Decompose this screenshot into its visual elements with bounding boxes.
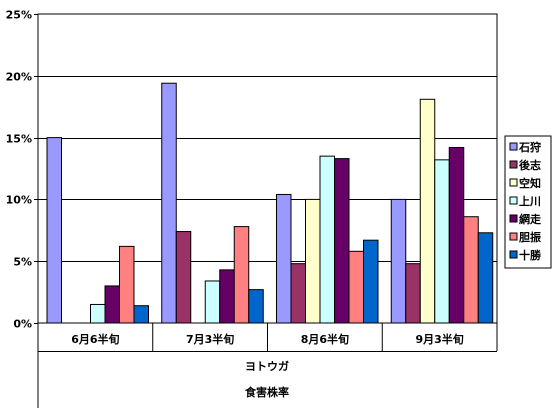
bar <box>161 82 177 324</box>
y-tick-label: 25% <box>6 9 32 22</box>
legend-swatch <box>509 160 518 169</box>
bar <box>46 137 62 324</box>
bar <box>119 245 135 324</box>
category-label: 6月6半旬 <box>71 332 119 346</box>
y-tick-label: 20% <box>6 71 32 84</box>
y-tick-label: 10% <box>6 194 32 207</box>
bar <box>248 289 264 324</box>
legend-label: 石狩 <box>518 140 541 154</box>
bar <box>477 232 494 324</box>
bar <box>290 263 306 324</box>
bar <box>305 198 321 324</box>
bar <box>319 155 335 324</box>
legend-label: 空知 <box>519 176 541 190</box>
bar <box>419 98 436 324</box>
legend-swatch <box>509 196 518 205</box>
bar <box>390 198 407 324</box>
bar <box>204 280 221 324</box>
category-label: 8月6半旬 <box>301 332 349 346</box>
category-label: 9月3半旬 <box>415 332 463 346</box>
legend-swatch <box>509 214 518 223</box>
bar <box>448 146 465 324</box>
bar <box>175 231 192 324</box>
legend-label: 網走 <box>519 212 541 226</box>
legend-label: 後志 <box>519 158 541 172</box>
legend-label: 胆振 <box>519 230 541 244</box>
bar <box>434 159 450 324</box>
axes <box>34 13 498 408</box>
bar <box>348 250 364 324</box>
y-tick-label: 15% <box>6 133 32 146</box>
y-tick-label: 0% <box>13 318 32 331</box>
legend-label: 十勝 <box>519 248 542 262</box>
bar <box>90 303 106 324</box>
x-axis-label: 食害株率 <box>245 385 289 399</box>
legend-label: 上川 <box>519 194 541 208</box>
bars <box>46 82 494 324</box>
bar <box>104 285 120 324</box>
y-tick-label: 5% <box>13 256 32 269</box>
bar <box>133 305 149 324</box>
bar <box>233 226 250 324</box>
category-label: 7月3半旬 <box>186 332 234 346</box>
legend-swatch <box>509 232 518 241</box>
category-labels: 6月6半旬 7月3半旬 8月6半旬 9月3半旬 <box>71 332 464 346</box>
bar <box>405 263 421 324</box>
legend-swatch <box>509 250 518 259</box>
bar <box>276 193 292 324</box>
legend-swatch <box>509 178 518 187</box>
bar <box>219 269 235 324</box>
bar <box>363 239 379 324</box>
bar <box>334 158 350 324</box>
bar <box>463 216 479 324</box>
y-tick-labels: 0% 5% 10% 15% 20% 25% <box>6 9 32 331</box>
legend-swatch <box>509 142 518 151</box>
group-label: ヨトウガ <box>245 359 289 373</box>
